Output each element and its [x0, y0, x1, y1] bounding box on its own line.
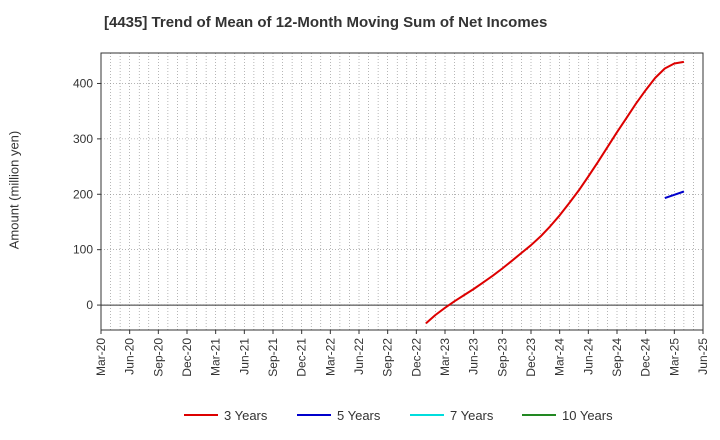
- x-tick-label: Jun-20: [123, 338, 137, 375]
- legend-label: 10 Years: [562, 408, 613, 423]
- y-tick-labels: 0 100 200 300 400: [73, 76, 101, 312]
- chart-title: [4435] Trend of Mean of 12-Month Moving …: [104, 14, 548, 31]
- x-tick-label: Jun-21: [237, 338, 251, 375]
- x-tick-label: Dec-23: [524, 338, 538, 377]
- x-tick-label: Sep-24: [610, 338, 624, 377]
- y-tick-label: 300: [73, 132, 93, 146]
- x-tick-label: Mar-24: [553, 338, 567, 376]
- legend-label: 3 Years: [224, 408, 268, 423]
- x-tick-label: Sep-20: [151, 338, 165, 377]
- y-tick-label: 100: [73, 243, 93, 257]
- grid-lines: [101, 53, 703, 330]
- y-tick-label: 200: [73, 187, 93, 201]
- x-tick-label: Mar-21: [209, 338, 223, 376]
- x-tick-label: Mar-22: [323, 338, 337, 376]
- x-tick-label: Jun-24: [581, 338, 595, 375]
- x-tick-label: Sep-21: [266, 338, 280, 377]
- legend-label: 5 Years: [337, 408, 381, 423]
- legend-label: 7 Years: [450, 408, 494, 423]
- x-tick-label: Dec-24: [639, 338, 653, 377]
- x-tick-label: Mar-20: [94, 338, 108, 376]
- x-tick-label: Mar-23: [438, 338, 452, 376]
- x-tick-label: Mar-25: [667, 338, 681, 376]
- x-tick-label: Dec-20: [180, 338, 194, 377]
- series-lines: [425, 60, 685, 325]
- x-tick-labels: Mar-20 Jun-20 Sep-20 Dec-20 Mar-21 Jun-21 Sep-…: [94, 330, 710, 377]
- x-tick-label: Dec-21: [295, 338, 309, 377]
- x-tick-label: Dec-22: [409, 338, 423, 377]
- x-tick-label: Jun-23: [467, 338, 481, 375]
- x-tick-label: Sep-22: [381, 338, 395, 377]
- series-line-3-years: [425, 60, 685, 325]
- x-tick-label: Sep-23: [495, 338, 509, 377]
- x-tick-label: Jun-22: [352, 338, 366, 375]
- series-line-5-years: [664, 190, 685, 200]
- x-tick-label: Jun-25: [696, 338, 710, 375]
- y-tick-label: 0: [86, 298, 93, 312]
- legend: 3 Years 5 Years 7 Years 10 Years: [184, 408, 613, 423]
- y-tick-label: 400: [73, 76, 93, 90]
- plot-frame: [100, 52, 704, 331]
